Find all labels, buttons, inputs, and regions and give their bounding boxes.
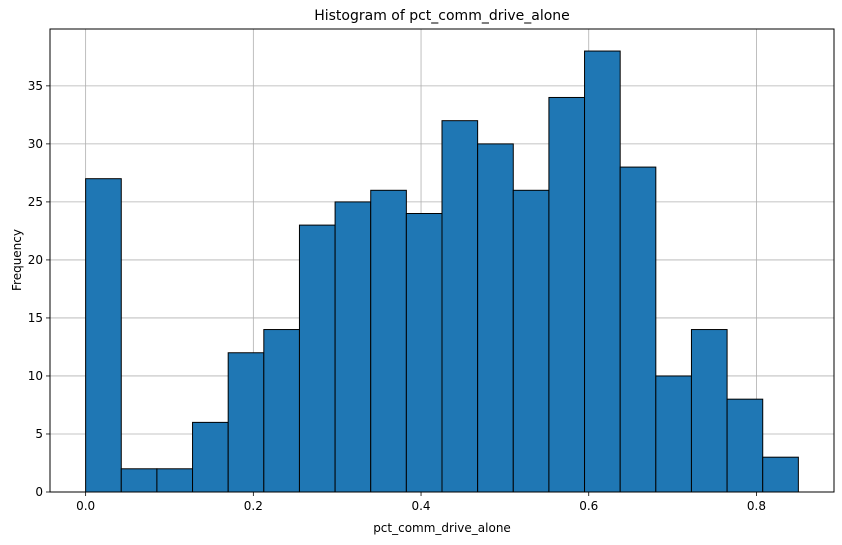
histogram-bar [584,50,621,493]
y-axis-label: Frequency [10,229,24,291]
y-tick-label: 15 [28,311,43,325]
histogram-bar [298,224,336,493]
y-tick-label: 0 [35,485,43,499]
y-tick-label: 35 [28,79,43,93]
histogram-bar [370,189,407,493]
x-axis-label: pct_comm_drive_alone [373,521,511,535]
histogram-bars [85,50,799,493]
y-tick-label: 30 [28,137,43,151]
histogram-bar [85,178,122,493]
y-axis-ticks: 0 5 10 15 20 25 30 35 [28,79,50,499]
x-tick-label: 0.0 [76,499,95,513]
x-tick-label: 0.6 [579,499,598,513]
histogram-bar [655,375,692,493]
histogram-bar [619,166,657,493]
histogram-bar [512,189,550,493]
x-tick-label: 0.4 [411,499,430,513]
y-tick-label: 10 [28,369,43,383]
histogram-bar [156,468,194,493]
histogram-bar [120,468,158,493]
chart-title: Histogram of pct_comm_drive_alone [314,8,570,24]
histogram-bar [263,329,300,493]
x-tick-label: 0.2 [244,499,263,513]
plot-frame [49,28,835,493]
histogram-bar [405,213,443,493]
histogram-bar [441,120,479,493]
histogram-bar [690,329,728,493]
x-tick-label: 0.8 [747,499,766,513]
histogram-bar [334,201,372,493]
histogram-bar [726,398,764,493]
x-axis-ticks: 0.0 0.2 0.4 0.6 0.8 [76,492,766,513]
histogram-bar [192,421,229,493]
histogram-bar [477,143,514,493]
y-tick-label: 5 [35,427,43,441]
histogram-bar [762,456,799,493]
y-tick-label: 20 [28,253,43,267]
y-tick-label: 25 [28,195,43,209]
histogram-bar [548,96,586,493]
histogram-bar [227,352,265,493]
